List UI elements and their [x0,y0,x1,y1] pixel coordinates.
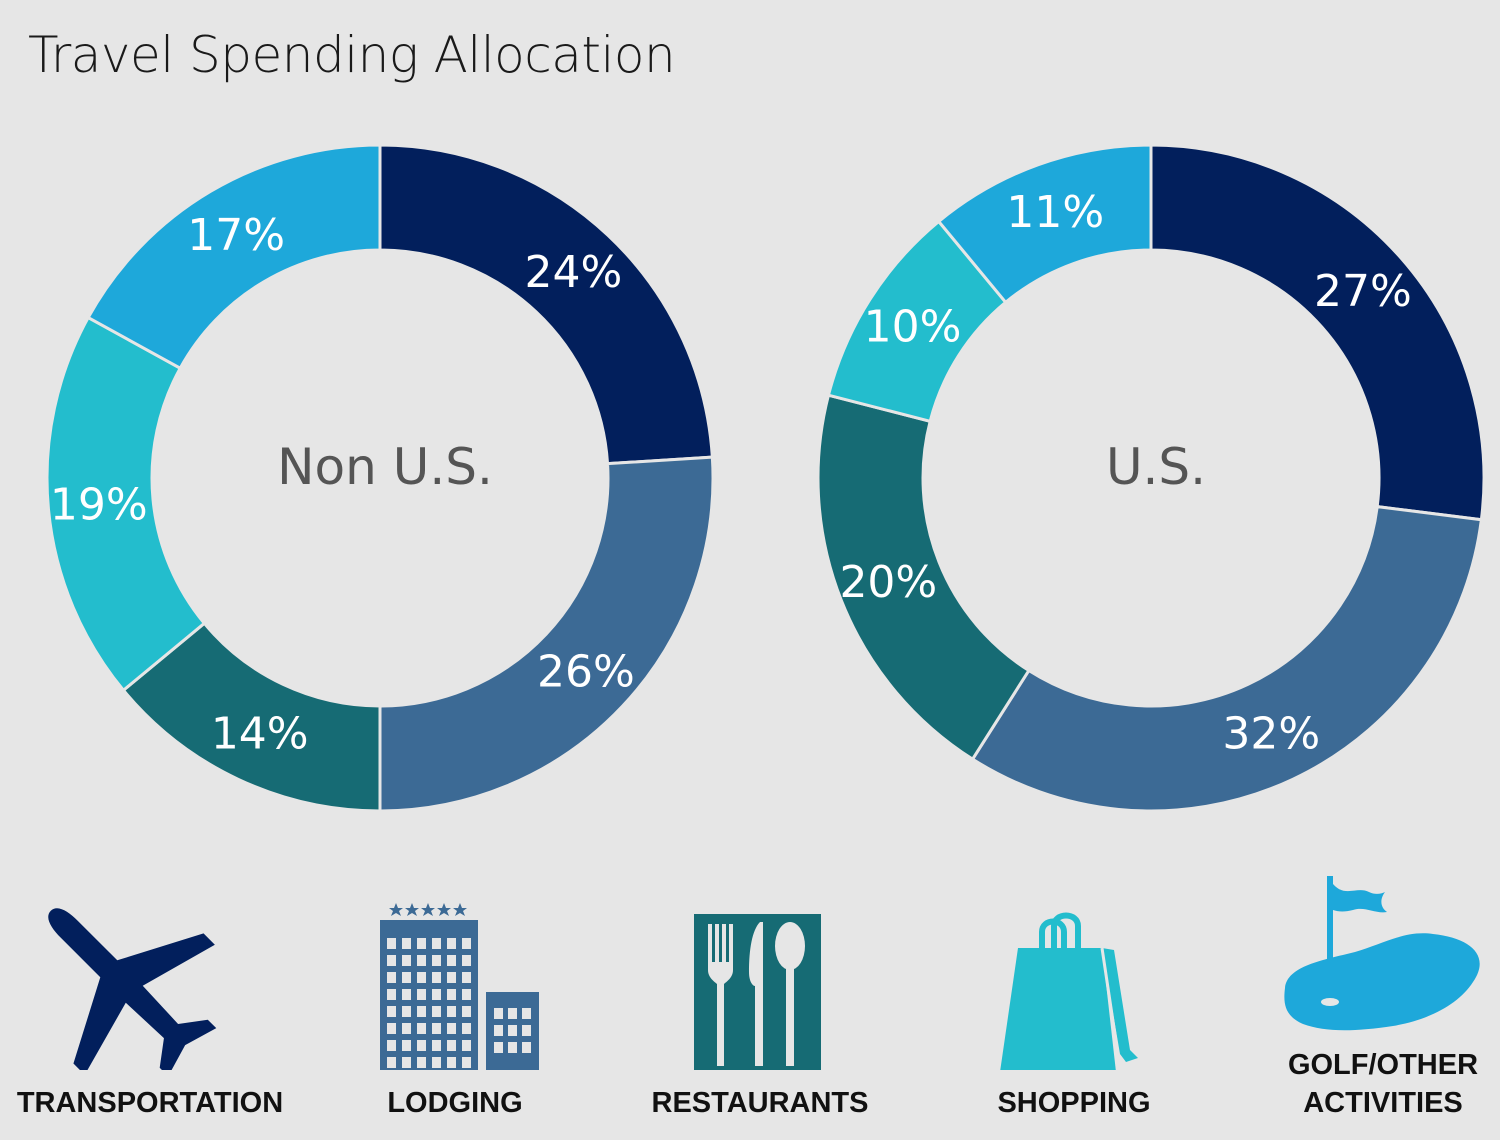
donut-non-us: 24% 26% 14% 19% 17% Non U.S. [45,143,715,813]
slice-label-lodging: 32% [1222,709,1320,760]
slice-transportation [1149,143,1486,522]
slice-label-restaurants: 14% [211,709,309,760]
slice-label-lodging: 26% [537,646,635,697]
hotel-icon [380,903,539,1070]
slice-label-shopping: 19% [50,480,148,531]
slice-label-transportation: 24% [524,247,622,298]
legend-label-transportation: TRANSPORTATION [16,1087,284,1119]
golf-flag-icon [1284,876,1480,1031]
legend-restaurants: RESTAURANTS [610,870,910,1132]
donut-charts: 24% 26% 14% 19% 17% Non U.S. 27% 32% 20% 10% 11% U… [45,143,1486,813]
legend-transportation: TRANSPORTATION [0,870,300,1132]
shopping-bag-icon [1000,912,1138,1070]
legend-label-golf-other: GOLF/OTHER ACTIVITIES [1287,1049,1479,1119]
slice-lodging [378,455,715,813]
slice-golf-other [936,143,1153,305]
legend-lodging: LODGING [305,870,605,1132]
slice-label-golf-other: 17% [187,210,285,261]
center-label: U.S. [1106,438,1206,496]
slice-golf-other [86,143,382,371]
legend-label-restaurants: RESTAURANTS [651,1087,869,1119]
slice-shopping [45,315,207,693]
legend-label-shopping: SHOPPING [997,1087,1151,1119]
center-label: Non U.S. [277,438,493,496]
airplane-icon [48,908,217,1070]
legend-shopping: SHOPPING [924,870,1224,1132]
donut-us: 27% 32% 20% 10% 11% U.S. [816,143,1486,813]
slice-label-transportation: 27% [1314,266,1412,317]
slice-label-shopping: 10% [864,302,962,353]
legend-label-lodging: LODGING [387,1087,523,1119]
slice-label-restaurants: 20% [839,557,937,608]
slice-lodging [970,504,1484,813]
cutlery-icon [694,914,821,1070]
slice-transportation [378,143,714,466]
slice-restaurants [816,393,1031,762]
legend-golf-other: GOLF/OTHER ACTIVITIES [1233,870,1500,1132]
slice-label-golf-other: 11% [1006,187,1104,238]
chart-title: Travel Spending Allocation [28,26,676,84]
